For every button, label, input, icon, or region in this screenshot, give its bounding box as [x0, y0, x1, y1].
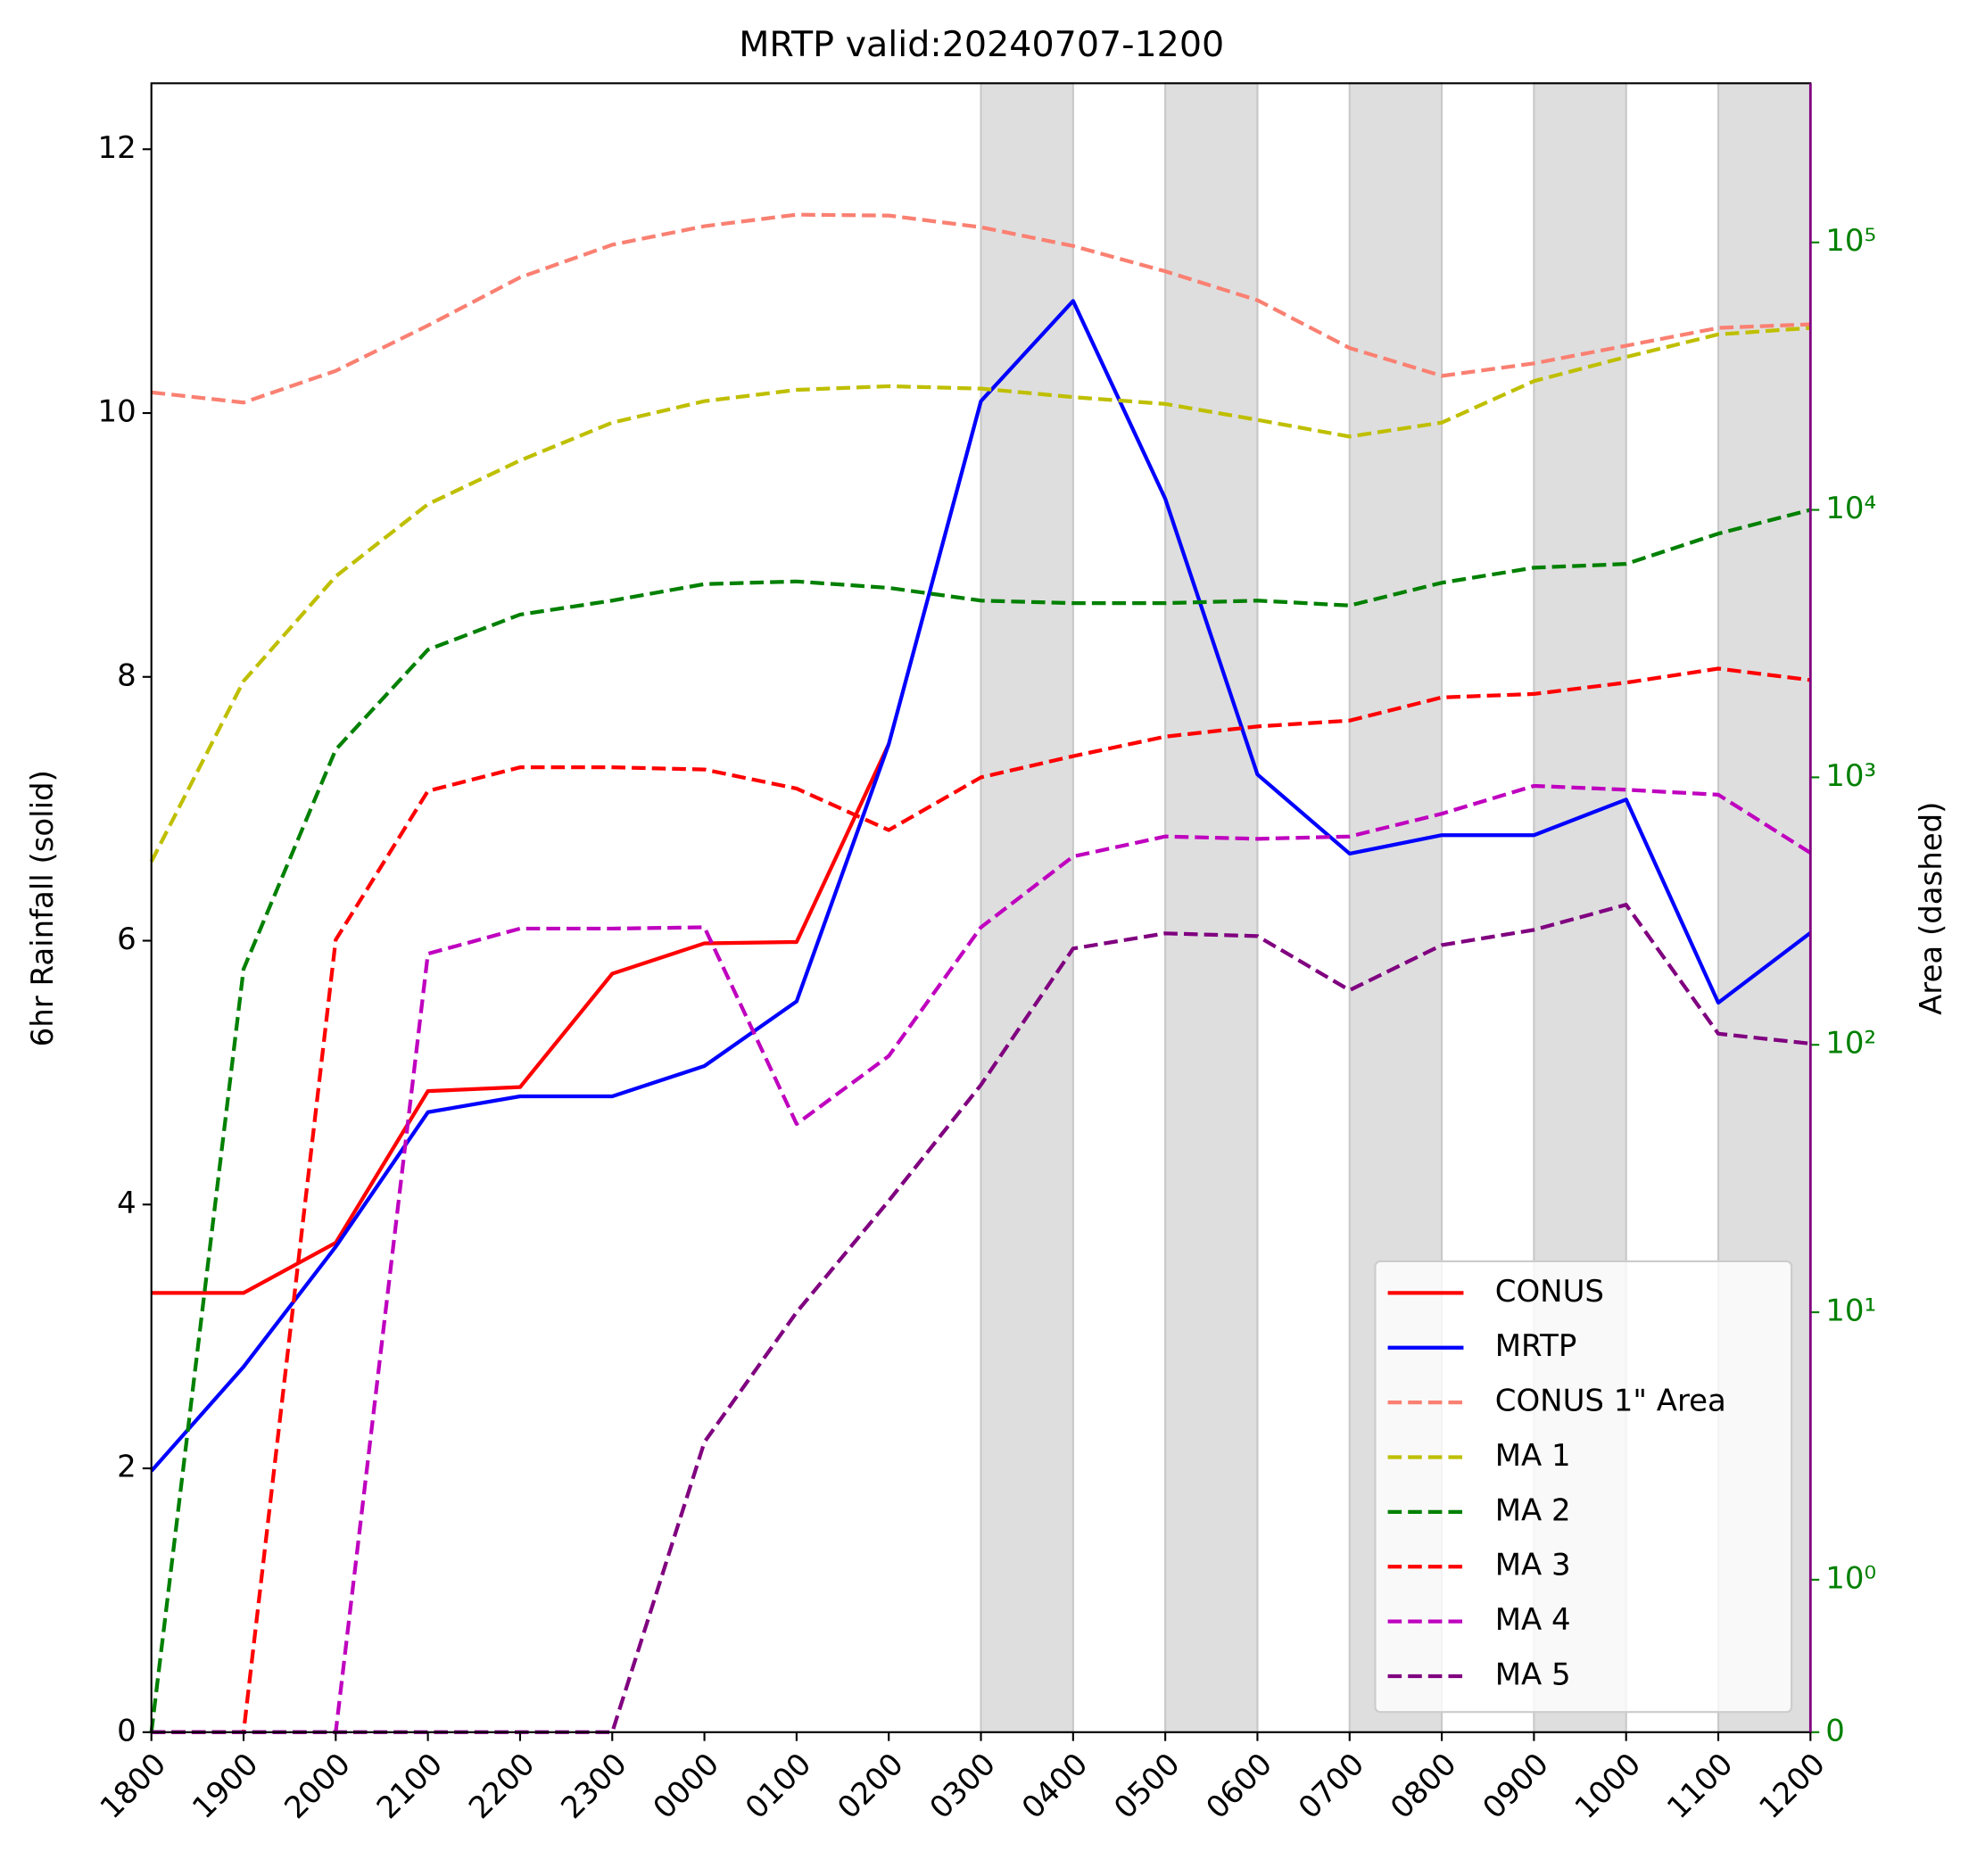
shaded-band [1164, 82, 1259, 1733]
y-tick-label: 6 [117, 921, 136, 957]
shaded-band [980, 82, 1074, 1733]
y-tick-label: 4 [117, 1186, 136, 1221]
y-axis-label: 6hr Rainfall (solid) [25, 770, 61, 1046]
y2-tick-label: 10³ [1825, 758, 1876, 794]
y-tick-label: 0 [117, 1713, 136, 1748]
y-tick-label: 2 [117, 1450, 136, 1485]
legend-label: CONUS [1495, 1274, 1604, 1310]
y2-tick-label: 10² [1825, 1026, 1876, 1062]
y2-tick-label: 10⁴ [1825, 491, 1876, 526]
chart-title: MRTP valid:20240707-1200 [739, 24, 1224, 65]
series-line [151, 212, 1811, 405]
series-line [151, 743, 891, 1295]
legend-label: CONUS 1" Area [1495, 1384, 1726, 1419]
y2-axis-label: Area (dashed) [1914, 802, 1949, 1015]
legend-box [1374, 1260, 1793, 1714]
series-line [149, 508, 1811, 1733]
y-tick-label: 10 [98, 394, 136, 430]
legend-label: MA 3 [1495, 1548, 1571, 1583]
series-line [151, 783, 1812, 1734]
y2-tick-label: 10⁰ [1825, 1560, 1876, 1596]
y2-tick-label: 0 [1825, 1713, 1845, 1748]
y-tick-label: 8 [117, 657, 136, 693]
y2-tick-label: 10⁵ [1825, 223, 1876, 259]
series-line [151, 666, 1811, 1734]
legend-label: MA 4 [1495, 1602, 1571, 1638]
legend-label: MA 5 [1495, 1657, 1571, 1692]
legend-label: MA 1 [1495, 1438, 1571, 1474]
legend-label: MRTP [1495, 1328, 1577, 1364]
series-line [150, 299, 1812, 1473]
series-line [151, 903, 1811, 1734]
y2-tick-label: 10¹ [1825, 1293, 1876, 1329]
y-tick-label: 12 [98, 130, 136, 166]
series-line [149, 326, 1811, 863]
legend-label: MA 2 [1495, 1492, 1571, 1528]
